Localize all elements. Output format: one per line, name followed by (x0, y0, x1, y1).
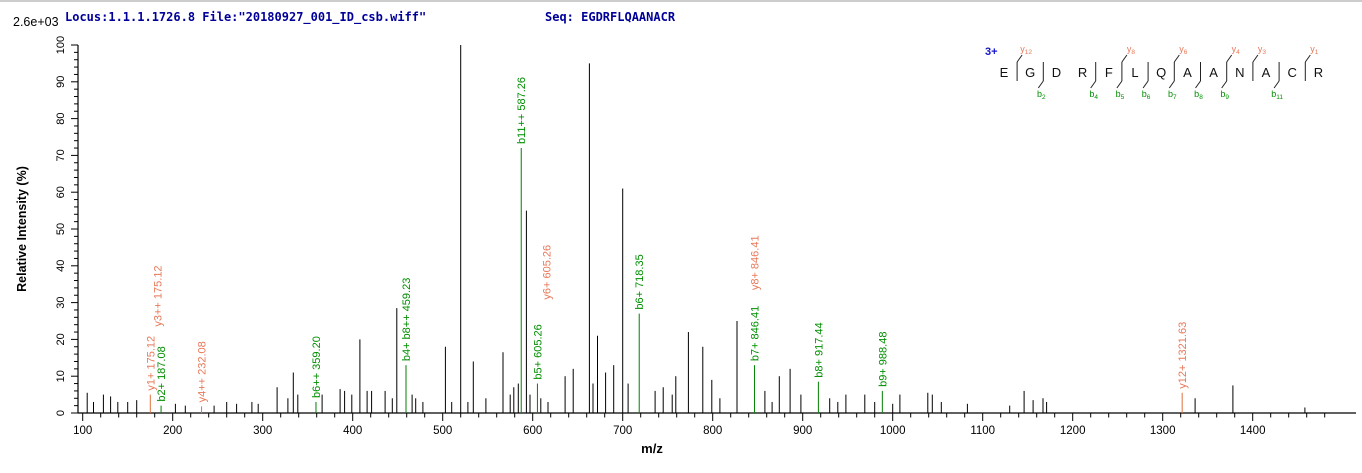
b-cut-flick (1273, 80, 1280, 89)
peak-annotation-y: y12+ 1321.63 (1177, 322, 1189, 389)
y-ion-label: y3 (1258, 44, 1267, 56)
peak-annotation-b: b8+ 917.44 (813, 322, 825, 377)
sequence-residue: A (1209, 65, 1218, 80)
x-tick-label: 1300 (1150, 425, 1176, 437)
peak-annotation-b: b9+ 988.48 (877, 332, 889, 387)
x-tick-label: 1400 (1240, 425, 1266, 437)
plot-area[interactable] (79, 45, 1356, 413)
x-tick-label: 900 (793, 425, 812, 437)
y-tick-label: 80 (55, 112, 67, 124)
sequence-residue: R (1314, 65, 1323, 80)
y-cut-flick (1252, 54, 1259, 63)
y-tick-label: 40 (55, 260, 67, 272)
x-tick-label: 600 (523, 425, 542, 437)
peak-annotation-b: b5+ 605.26 (532, 324, 544, 379)
x-tick-label: 800 (703, 425, 722, 437)
b-cut-flick (1037, 80, 1044, 89)
sequence-residue: E (1000, 65, 1009, 80)
sequence-residue: C (1288, 65, 1297, 80)
b-ion-label: b5 (1116, 89, 1125, 101)
b-cut-flick (1090, 80, 1097, 89)
y-tick-label: 0 (55, 410, 67, 416)
x-tick-label: 300 (253, 425, 272, 437)
y-tick-label: 70 (55, 149, 67, 161)
window-top-border (0, 0, 1362, 2)
y-cut-flick (1226, 54, 1233, 63)
header-locus-file: Locus:1.1.1.1726.8 File:"20180927_001_ID… (65, 10, 426, 25)
precursor-charge-label: 3+ (985, 46, 998, 58)
sequence-residue: D (1052, 65, 1061, 80)
peak-annotation-b: b11++ 587.26 (516, 77, 528, 144)
y-tick-label: 20 (55, 333, 67, 345)
peak-annotation-b: b2+ 187.08 (156, 346, 168, 401)
b-ion-label: b2 (1037, 89, 1046, 101)
b-cut-flick (1142, 80, 1149, 89)
y-ion-label: y1 (1310, 44, 1319, 56)
b-cut-flick (1195, 80, 1201, 89)
x-tick-label: 100 (73, 425, 92, 437)
b-cut-flick (1116, 80, 1123, 89)
peak-annotation-y: y1+ 175.12 (145, 336, 157, 391)
b-ion-label: b6 (1142, 89, 1151, 101)
header-seq: Seq: EGDRFLQAANACR (545, 10, 676, 24)
y-tick-label: 100 (55, 36, 67, 54)
b-ion-label: b9 (1220, 89, 1229, 101)
x-tick-label: 500 (433, 425, 452, 437)
sequence-residue: A (1262, 65, 1271, 80)
peak-annotation-b: b6++ 359.20 (311, 336, 323, 398)
peak-annotation-b: b7+ 846.41 (749, 306, 761, 361)
y-cut-flick (1173, 54, 1180, 63)
peak-annotation-b: b4+ b8++ 459.23 (401, 278, 413, 362)
y-ion-label: y4 (1232, 44, 1241, 56)
y-tick-label: 30 (55, 296, 67, 308)
peak-annotation-y: y6+ 605.26 (541, 245, 553, 300)
y-axis-secondary-label: 2.6e+03 (13, 15, 59, 29)
y-tick-label: 10 (55, 370, 67, 382)
x-tick-label: 200 (163, 425, 182, 437)
b-ion-label: b7 (1168, 89, 1177, 101)
y-cut-flick (1016, 54, 1023, 63)
sequence-residue: F (1105, 65, 1113, 80)
x-tick-label: 1000 (880, 425, 906, 437)
sequence-residue: L (1131, 65, 1138, 80)
x-axis-title: m/z (641, 441, 663, 456)
y-tick-label: 60 (55, 186, 67, 198)
y-ion-label: y8 (1127, 44, 1136, 56)
y-cut-flick (1304, 54, 1311, 63)
peak-annotation-y: y4++ 232.08 (197, 341, 209, 402)
sequence-residue: Q (1156, 65, 1166, 80)
x-tick-label: 1100 (970, 425, 995, 437)
x-tick-label: 1200 (1060, 425, 1086, 437)
sequence-residue: A (1183, 65, 1192, 80)
sequence-residue: N (1235, 65, 1244, 80)
b-ion-label: b4 (1089, 89, 1098, 101)
y-axis-title: Relative Intensity (%) (15, 166, 29, 292)
b-ion-label: b8 (1194, 89, 1203, 101)
y-cut-flick (1121, 54, 1128, 63)
sequence-residue: R (1078, 65, 1087, 80)
sequence-residue: G (1025, 65, 1035, 80)
x-tick-label: 400 (343, 425, 362, 437)
y-tick-label: 50 (55, 223, 67, 235)
b-cut-flick (1168, 80, 1175, 89)
peak-annotation-y: y3++ 175.12 (152, 265, 164, 326)
y-tick-label: 90 (55, 76, 67, 88)
peak-annotation-b: b6+ 718.35 (634, 254, 646, 309)
y-ion-label: y6 (1179, 44, 1188, 56)
b-cut-flick (1221, 80, 1228, 89)
x-tick-label: 700 (613, 425, 632, 437)
peak-annotation-y: y8+ 846.41 (749, 235, 761, 290)
